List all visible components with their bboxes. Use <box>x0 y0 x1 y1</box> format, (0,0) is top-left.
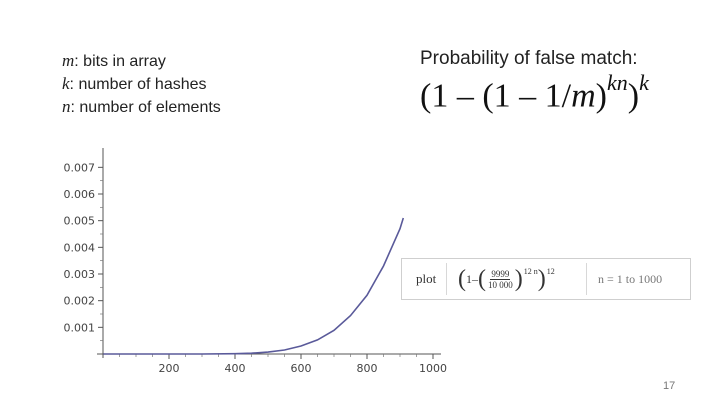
variable-k: k <box>62 74 70 93</box>
x-tick-label: 800 <box>357 362 378 375</box>
y-tick-label: 0.004 <box>64 241 96 254</box>
variable-m: m <box>62 51 75 70</box>
close-paren-outer: ) <box>537 266 546 292</box>
x-tick-label: 1000 <box>419 362 447 375</box>
y-tick-label: 0.007 <box>64 161 96 174</box>
expr-one: 1 <box>466 271 472 286</box>
query-separator <box>446 263 447 295</box>
x-tick-label: 200 <box>159 362 180 375</box>
expr-minus: – <box>472 271 478 286</box>
definitions: m: bits in array k: number of hashes n: … <box>62 50 221 119</box>
query-range: n = 1 to 1000 <box>598 271 663 286</box>
expr-denominator: 10 000 <box>488 279 513 290</box>
close-paren-inner: ) <box>514 266 523 292</box>
definition-m-text: : bits in array <box>74 53 166 70</box>
definition-k-text: : number of hashes <box>69 76 207 93</box>
query-expression: (1–(9999 10 000) 12 n) 12 <box>458 259 555 299</box>
formula-var: m <box>571 77 596 115</box>
query-command: plot <box>416 271 437 286</box>
probability-formula: (1 – (1 – 1/m)kn)k <box>420 70 649 115</box>
probability-title: Probability of false match: <box>420 48 638 69</box>
false-match-chart: 200 400 600 800 1000 0.001 0.002 0.003 0.004 0.00… <box>64 148 447 375</box>
expr-inner-exponent: 12 n <box>523 266 538 276</box>
query-separator <box>586 263 587 295</box>
y-tick-label: 0.001 <box>64 321 96 334</box>
formula-base: (1 – (1 – 1/ <box>420 77 572 115</box>
x-tick-label: 600 <box>291 362 312 375</box>
y-tick-label: 0.002 <box>64 295 96 308</box>
open-paren-inner: ( <box>478 266 486 292</box>
expr-numerator: 9999 <box>490 268 511 280</box>
formula-exponent-outer: k <box>639 70 649 95</box>
x-tick-label: 400 <box>225 362 246 375</box>
page-number: 17 <box>663 380 676 392</box>
y-tick-label: 0.003 <box>64 268 96 281</box>
y-tick-label: 0.006 <box>64 188 96 201</box>
definition-k: k: number of hashes <box>62 73 221 96</box>
formula-exponent: kn <box>606 70 628 95</box>
series-line <box>103 217 405 355</box>
definition-n: n: number of elements <box>62 96 221 119</box>
y-tick-label: 0.005 <box>64 215 96 228</box>
formula-close-outer: ) <box>627 77 640 115</box>
definition-n-text: : number of elements <box>70 99 221 116</box>
variable-n: n <box>62 97 71 116</box>
formula-close: ) <box>595 77 607 115</box>
definition-m: m: bits in array <box>62 50 221 73</box>
open-paren-outer: ( <box>458 266 466 292</box>
wolfram-query: plot (1–(9999 10 000) 12 n) 12 n = 1 to 100… <box>401 258 691 300</box>
expr-outer-exponent: 12 <box>546 266 555 276</box>
expr-fraction: 9999 10 000 <box>488 269 513 290</box>
